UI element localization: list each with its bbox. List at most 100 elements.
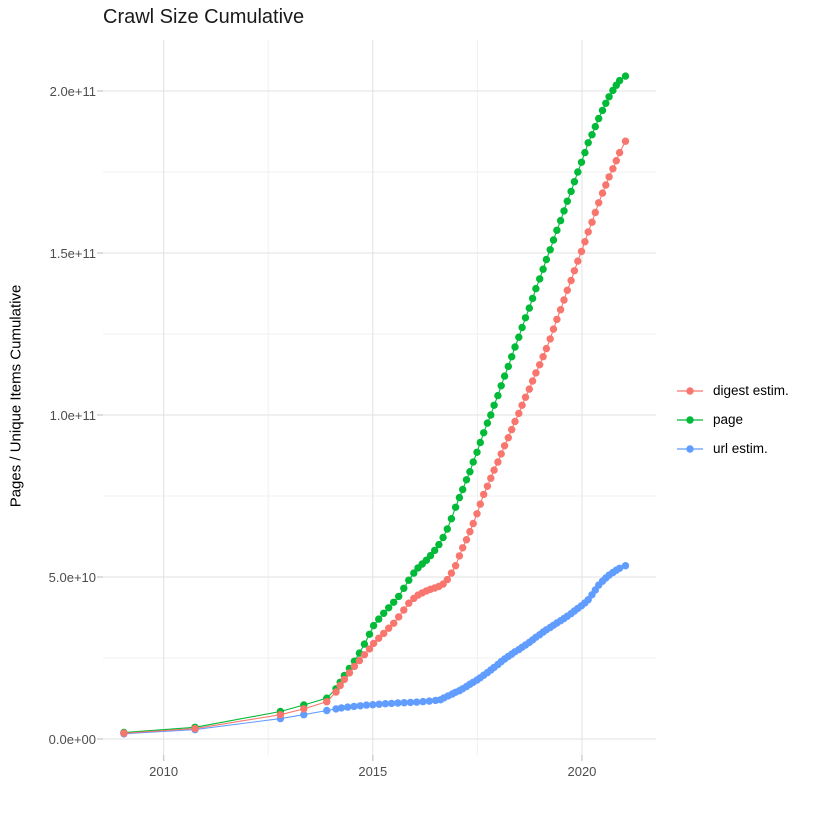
data-point [584, 228, 592, 236]
data-point [490, 401, 498, 409]
data-point [581, 238, 589, 246]
data-point [395, 613, 403, 621]
data-point [525, 385, 533, 393]
data-point [487, 474, 495, 482]
legend: digest estim. page url estim. [676, 376, 789, 463]
y-axis-title: Pages / Unique Items Cumulative [7, 284, 25, 508]
data-point [577, 158, 586, 166]
data-point [584, 139, 592, 147]
legend-item-label: page [713, 412, 744, 427]
data-point [425, 697, 433, 705]
data-point [570, 178, 579, 186]
data-point [476, 500, 484, 508]
y-tick-label: 2.0e+11 [49, 84, 96, 99]
data-point [400, 606, 408, 614]
data-point [356, 702, 364, 710]
data-point [365, 645, 374, 653]
data-point [605, 173, 613, 181]
data-point [598, 106, 607, 115]
data-point [410, 569, 418, 577]
data-point [459, 544, 467, 552]
data-point [521, 314, 530, 322]
data-point [323, 706, 331, 715]
data-point [504, 434, 512, 442]
data-point [598, 189, 607, 197]
data-point [539, 265, 547, 273]
data-point [588, 131, 596, 139]
data-point [459, 485, 467, 494]
data-point [556, 306, 565, 314]
data-point [609, 165, 617, 173]
data-point [556, 216, 565, 225]
data-point [365, 630, 374, 638]
data-point [546, 335, 554, 343]
data-point [570, 267, 579, 275]
data-point [426, 551, 435, 560]
data-point [455, 552, 464, 560]
data-point [615, 148, 624, 157]
data-point [405, 599, 413, 607]
data-point [455, 493, 464, 502]
data-point [466, 527, 474, 536]
series-digest-estim-points [120, 137, 630, 737]
data-point [615, 564, 624, 572]
data-point [567, 276, 575, 285]
data-point [473, 510, 481, 518]
data-point [443, 575, 451, 584]
data-point [323, 698, 331, 706]
data-point [345, 669, 354, 677]
data-point [395, 592, 403, 601]
data-point [380, 629, 388, 638]
data-point [532, 284, 540, 293]
data-point [487, 411, 495, 419]
data-point [497, 382, 505, 390]
data-point [621, 137, 630, 145]
data-point [563, 197, 571, 205]
data-point [536, 361, 544, 369]
data-point [406, 698, 415, 707]
data-point [473, 448, 481, 456]
data-point [375, 700, 383, 708]
y-tick-label: 1.0e+11 [49, 408, 96, 423]
data-point [419, 697, 427, 706]
data-point [553, 226, 561, 234]
y-tick-label: 1.5e+11 [49, 246, 96, 261]
legend-item: url estim. [676, 434, 789, 463]
data-point [375, 615, 383, 623]
x-tick-label: 2015 [358, 764, 388, 779]
data-point [546, 246, 554, 254]
legend-item: page [676, 405, 789, 434]
data-point [385, 624, 393, 632]
data-point [350, 662, 359, 671]
data-point [191, 724, 199, 733]
data-point [511, 417, 519, 426]
data-point [602, 181, 610, 189]
data-point [466, 468, 474, 476]
y-tick-label: 5.0e+10 [48, 570, 96, 585]
data-point [515, 409, 523, 418]
legend-key-line-dot-icon [677, 444, 703, 453]
x-tick-label: 2020 [567, 764, 597, 779]
data-point [375, 634, 383, 642]
data-point [536, 275, 544, 283]
data-point [528, 294, 537, 303]
data-point [380, 609, 388, 617]
series-page-points [120, 72, 630, 737]
x-tick-label: 2010 [149, 764, 179, 779]
data-point [480, 490, 488, 499]
data-point [595, 114, 603, 123]
data-point [300, 705, 308, 713]
data-point [588, 218, 596, 226]
legend-item: digest estim. [676, 376, 789, 405]
data-point [381, 700, 390, 708]
data-point [120, 729, 128, 737]
data-point [369, 621, 378, 630]
chart-title: Crawl Size Cumulative [103, 6, 305, 28]
data-point [574, 168, 582, 176]
data-point [542, 255, 551, 264]
data-point [494, 391, 502, 400]
data-point [435, 540, 443, 549]
legend-key-line-dot-icon [677, 386, 703, 395]
